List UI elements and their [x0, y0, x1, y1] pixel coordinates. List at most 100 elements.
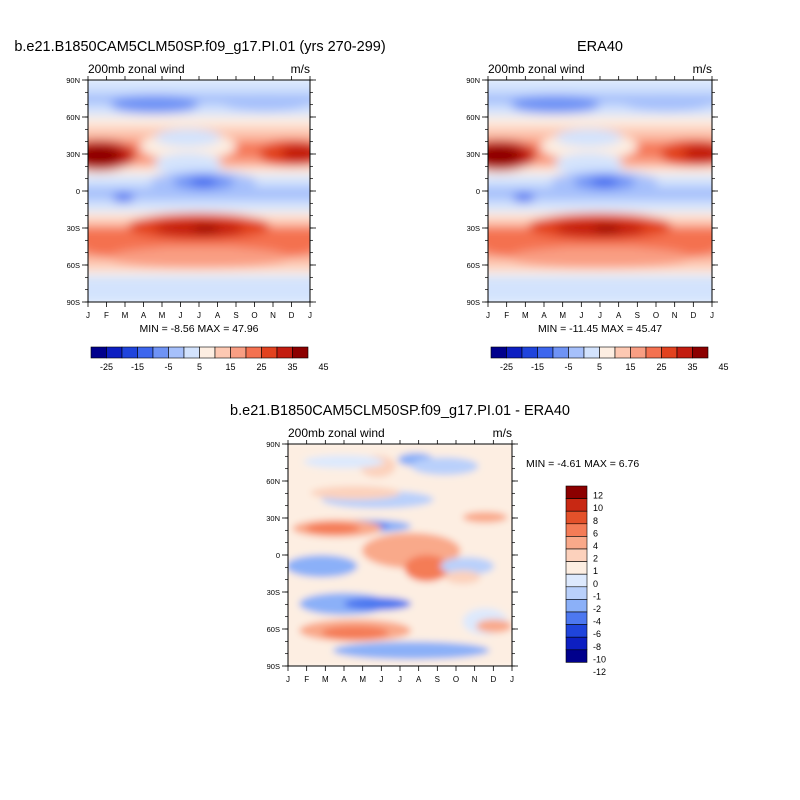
colorbar-label: 5 — [197, 362, 202, 372]
obs-title: ERA40 — [577, 39, 623, 55]
contour-band — [488, 268, 712, 280]
contour-region — [344, 597, 412, 611]
colorbar-swatch — [630, 346, 647, 359]
colorbar-label: -2 — [593, 604, 601, 614]
colorbar-label: -12 — [593, 667, 606, 677]
colorbar-swatch — [565, 649, 588, 663]
colorbar-label: 12 — [593, 491, 603, 501]
x-tick-label: D — [490, 675, 496, 684]
contour-band — [88, 268, 310, 280]
y-tick-label: 30N — [66, 150, 80, 159]
y-tick-label: 60N — [66, 113, 80, 122]
x-tick-label: S — [233, 311, 238, 320]
model-axes: J F M A M J J A S O N D J 90S 60S 30S 0 30N 60N 90N — [66, 76, 316, 320]
x-tick-label: A — [416, 675, 422, 684]
colorbar-swatch — [645, 346, 662, 359]
x-tick-label: M — [359, 675, 366, 684]
obs-stats: MIN = -11.45 MAX = 45.47 — [538, 323, 662, 335]
colorbar-label: -5 — [564, 362, 572, 372]
colorbar-label: -25 — [100, 362, 113, 372]
colorbar-swatch — [245, 346, 262, 359]
contour-region — [476, 619, 512, 633]
contour-region — [404, 555, 450, 582]
x-tick-label: N — [472, 675, 478, 684]
colorbar-label: 45 — [718, 362, 728, 372]
colorbar-swatch — [565, 636, 588, 651]
colorbar-swatch — [661, 346, 678, 359]
colorbar-label: -8 — [593, 642, 601, 652]
contour-region — [510, 95, 600, 114]
colorbar-swatch — [565, 510, 588, 525]
y-tick-label: 90S — [67, 298, 80, 307]
colorbar-swatch — [565, 485, 588, 499]
colorbar-label: -1 — [593, 591, 601, 601]
colorbar-swatch — [137, 346, 154, 359]
contour-region — [154, 153, 222, 176]
field-layer — [488, 80, 712, 302]
y-tick-label: 30N — [466, 150, 480, 159]
contour-region — [88, 146, 122, 165]
model-stats: MIN = -8.56 MAX = 47.96 — [139, 323, 258, 335]
colorbar-label: -25 — [500, 362, 513, 372]
x-tick-label: D — [289, 311, 295, 320]
x-tick-label: M — [122, 311, 129, 320]
contour-region — [462, 511, 508, 523]
x-tick-label: N — [270, 311, 276, 320]
colorbar-swatch — [565, 536, 588, 550]
x-tick-label: D — [690, 311, 696, 320]
colorbar-label: 25 — [656, 362, 666, 372]
model-left-label: 200mb zonal wind — [88, 62, 185, 76]
contour-region — [591, 177, 618, 187]
colorbar-swatch — [521, 346, 538, 359]
x-tick-label: J — [197, 311, 201, 320]
y-tick-label: 0 — [76, 187, 80, 196]
colorbar-label: 6 — [593, 528, 598, 538]
diff-stats: MIN = -4.61 MAX = 6.76 — [526, 458, 639, 470]
colorbar-swatch — [90, 346, 107, 359]
colorbar-label: 35 — [287, 362, 297, 372]
colorbar-swatch — [106, 346, 123, 359]
x-tick-label: J — [486, 311, 490, 320]
x-tick-label: J — [598, 311, 602, 320]
colorbar-swatch — [565, 599, 588, 613]
y-tick-label: 60N — [266, 477, 280, 486]
contour-region — [321, 626, 389, 640]
colorbar-label: -15 — [531, 362, 544, 372]
colorbar-label: 1 — [593, 566, 598, 576]
contour-region — [411, 457, 479, 476]
y-tick-label: 90N — [266, 440, 280, 449]
colorbar-label: -4 — [593, 617, 601, 627]
diff-title: b.e21.B1850CAM5CLM50SP.f09_g17.PI.01 - E… — [230, 403, 570, 419]
obs-colorbar: -25 -15 -5 5 15 25 35 45 — [490, 346, 729, 372]
contour-region — [555, 128, 623, 147]
x-tick-label: M — [559, 311, 566, 320]
colorbar-label: 0 — [593, 579, 598, 589]
x-tick-label: J — [286, 675, 290, 684]
colorbar-swatch — [152, 346, 169, 359]
contour-region — [622, 93, 712, 112]
contour-region — [221, 93, 310, 112]
colorbar-swatch — [121, 346, 138, 359]
colorbar-swatch — [565, 624, 588, 638]
y-tick-label: 60S — [67, 261, 80, 270]
colorbar-swatch — [565, 611, 588, 625]
model-units-label: m/s — [291, 62, 310, 76]
contour-region — [444, 570, 481, 584]
contour-region — [281, 144, 310, 163]
x-tick-label: F — [104, 311, 109, 320]
y-tick-label: 0 — [476, 187, 480, 196]
colorbar-swatch — [506, 346, 523, 359]
y-tick-label: 90N — [466, 76, 480, 85]
contour-region — [305, 522, 360, 534]
colorbar-label: 15 — [625, 362, 635, 372]
field-layer — [288, 444, 512, 666]
x-tick-label: O — [653, 311, 659, 320]
y-tick-label: 30N — [266, 514, 280, 523]
y-tick-label: 60S — [267, 625, 280, 634]
colorbar-swatch — [230, 346, 247, 359]
x-tick-label: A — [616, 311, 622, 320]
x-tick-label: J — [179, 311, 183, 320]
colorbar-swatch — [552, 346, 569, 359]
